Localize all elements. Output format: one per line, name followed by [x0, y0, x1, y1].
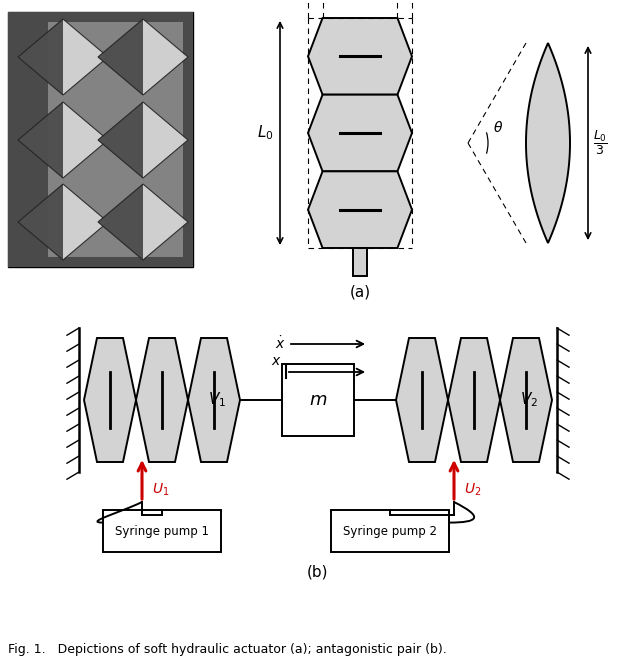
Text: $\theta$: $\theta$	[493, 120, 503, 136]
Polygon shape	[84, 338, 136, 462]
Polygon shape	[526, 43, 570, 243]
Polygon shape	[98, 184, 143, 260]
Polygon shape	[18, 184, 63, 260]
Polygon shape	[188, 338, 240, 462]
Polygon shape	[308, 95, 412, 171]
Polygon shape	[18, 19, 108, 95]
Bar	[8, 12, 193, 267]
Bar	[48, 22, 183, 257]
Polygon shape	[18, 19, 63, 95]
Text: Syringe pump 1: Syringe pump 1	[115, 524, 209, 538]
Polygon shape	[308, 171, 412, 248]
Text: $m$: $m$	[309, 391, 327, 409]
Text: $U_1$: $U_1$	[152, 482, 169, 498]
Text: Fig. 1.   Depictions of soft hydraulic actuator (a); antagonistic pair (b).: Fig. 1. Depictions of soft hydraulic act…	[8, 643, 446, 657]
Bar	[331, 510, 449, 552]
Polygon shape	[98, 102, 188, 178]
Text: $V_2$: $V_2$	[520, 391, 538, 409]
Polygon shape	[136, 338, 188, 462]
Text: (a): (a)	[349, 285, 371, 299]
Text: Syringe pump 2: Syringe pump 2	[343, 524, 437, 538]
Polygon shape	[98, 19, 143, 95]
Bar	[103, 510, 221, 552]
Polygon shape	[98, 102, 143, 178]
Polygon shape	[448, 338, 500, 462]
Text: $\dot{x}$: $\dot{x}$	[275, 335, 286, 352]
Text: (b): (b)	[307, 564, 329, 580]
Bar	[353, 248, 367, 276]
Text: $\dfrac{L_0}{3}$: $\dfrac{L_0}{3}$	[593, 129, 608, 157]
Polygon shape	[98, 184, 188, 260]
Polygon shape	[18, 184, 108, 260]
Text: $U_2$: $U_2$	[464, 482, 481, 498]
Bar	[8, 12, 193, 267]
Text: $V_1$: $V_1$	[208, 391, 226, 409]
Polygon shape	[18, 102, 108, 178]
Bar	[282, 364, 354, 436]
Polygon shape	[18, 102, 63, 178]
Text: $L_0$: $L_0$	[258, 124, 274, 142]
Polygon shape	[98, 19, 188, 95]
Text: $x$: $x$	[272, 354, 282, 368]
Polygon shape	[308, 18, 412, 95]
Polygon shape	[500, 338, 552, 462]
Polygon shape	[396, 338, 448, 462]
